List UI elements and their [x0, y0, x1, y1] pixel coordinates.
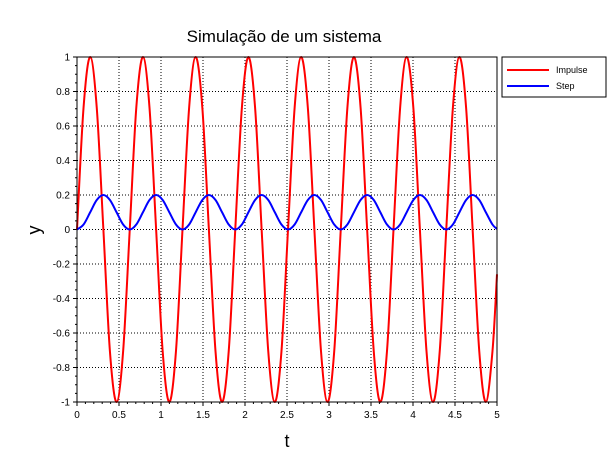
legend: Impulse Step — [501, 56, 607, 98]
chart-title: Simulação de um sistema — [187, 27, 382, 46]
series-lines — [76, 55, 498, 404]
x-tick-label: 1.5 — [196, 410, 210, 421]
x-tick-label: 2.5 — [280, 410, 294, 421]
x-tick-label: 2 — [242, 410, 248, 421]
y-tick-label: -0.6 — [53, 329, 71, 340]
x-tick-label: 1 — [158, 410, 164, 421]
x-tick-label: 4 — [410, 410, 416, 421]
x-tick-label: 0 — [74, 410, 80, 421]
legend-box — [501, 56, 607, 98]
y-tick-label: -0.8 — [53, 363, 71, 374]
x-axis-label: t — [284, 431, 289, 451]
series-line-impulse — [76, 55, 498, 404]
y-tick-label: 1 — [64, 53, 70, 64]
y-tick-label: 0 — [64, 225, 70, 236]
legend-label-impulse: Impulse — [556, 65, 588, 75]
x-tick-labels: 0 0.5 1 1.5 2 2.5 3 3.5 4 4.5 5 — [74, 410, 500, 421]
y-tick-label: 0.4 — [56, 156, 70, 167]
x-tick-label: 0.5 — [112, 410, 126, 421]
series-line-step — [76, 193, 498, 231]
y-tick-labels: -1 -0.8 -0.6 -0.4 -0.2 0 0.2 0.4 0.6 0.8 1 — [53, 53, 71, 409]
y-tick-label: -0.4 — [53, 294, 71, 305]
y-tick-label: -0.2 — [53, 260, 71, 271]
y-tick-label: 0.8 — [56, 87, 70, 98]
axis-ticks — [73, 56, 498, 406]
y-tick-label: -1 — [61, 398, 70, 409]
x-tick-label: 5 — [494, 410, 500, 421]
x-tick-label: 3.5 — [364, 410, 378, 421]
y-tick-label: 0.6 — [56, 122, 70, 133]
legend-label-step: Step — [556, 81, 575, 91]
x-tick-label: 3 — [326, 410, 332, 421]
y-tick-label: 0.2 — [56, 191, 70, 202]
y-axis-label: y — [24, 226, 44, 235]
plot-frame — [76, 56, 498, 403]
x-tick-label: 4.5 — [448, 410, 462, 421]
